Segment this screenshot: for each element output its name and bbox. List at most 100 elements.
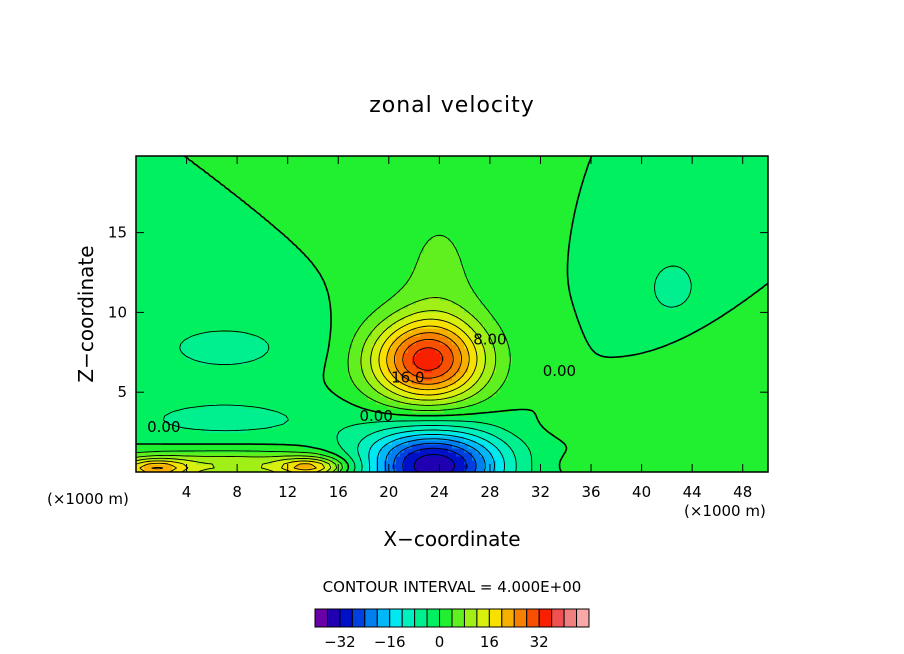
field-cell	[468, 404, 473, 409]
field-cell	[568, 428, 573, 433]
field-cell	[252, 436, 257, 441]
field-cell	[472, 428, 477, 433]
field-cell	[296, 372, 301, 377]
field-cell	[592, 392, 597, 397]
field-cell	[148, 448, 153, 453]
field-cell	[468, 344, 473, 349]
field-cell	[644, 364, 649, 369]
field-cell	[636, 356, 641, 361]
field-cell	[552, 428, 557, 433]
field-cell	[668, 368, 673, 373]
field-cell	[444, 408, 449, 413]
field-cell	[728, 360, 733, 365]
field-cell	[424, 380, 429, 385]
field-cell	[616, 396, 621, 401]
field-cell	[760, 456, 765, 461]
field-cell	[736, 468, 741, 472]
field-cell	[548, 400, 553, 405]
field-cell	[344, 408, 349, 413]
field-cell	[604, 404, 609, 409]
field-cell	[644, 456, 649, 461]
field-cell	[140, 420, 145, 425]
field-cell	[736, 436, 741, 441]
field-cell	[608, 440, 613, 445]
field-cell	[672, 400, 677, 405]
field-cell	[316, 440, 321, 445]
field-cell	[192, 420, 197, 425]
field-cell	[724, 348, 729, 353]
field-cell	[620, 392, 625, 397]
field-cell	[608, 404, 613, 409]
field-cell	[700, 372, 705, 377]
field-cell	[320, 440, 325, 445]
field-cell	[264, 364, 269, 369]
field-cell	[428, 448, 433, 453]
field-cell	[644, 432, 649, 437]
field-cell	[432, 420, 437, 425]
field-cell	[432, 440, 437, 445]
field-cell	[696, 452, 701, 457]
field-cell	[668, 464, 673, 469]
field-cell	[244, 400, 249, 405]
field-cell	[168, 408, 173, 413]
field-cell	[712, 384, 717, 389]
field-cell	[360, 448, 365, 453]
field-cell	[452, 440, 457, 445]
field-cell	[560, 400, 565, 405]
field-cell	[748, 396, 753, 401]
field-cell	[296, 464, 301, 469]
field-cell	[628, 372, 633, 377]
field-cell	[272, 448, 277, 453]
field-cell	[596, 456, 601, 461]
field-cell	[320, 452, 325, 457]
field-cell	[624, 372, 629, 377]
field-cell	[328, 376, 333, 381]
field-cell	[148, 432, 153, 437]
field-cell	[524, 344, 529, 349]
field-cell	[392, 380, 397, 385]
field-cell	[580, 428, 585, 433]
field-cell	[704, 428, 709, 433]
field-cell	[356, 356, 361, 361]
field-cell	[548, 468, 553, 472]
field-cell	[432, 400, 437, 405]
field-cell	[724, 444, 729, 449]
field-cell	[524, 360, 529, 365]
field-cell	[508, 448, 513, 453]
field-cell	[452, 368, 457, 373]
field-cell	[304, 424, 309, 429]
field-cell	[584, 448, 589, 453]
field-cell	[424, 356, 429, 361]
field-cell	[504, 396, 509, 401]
field-cell	[372, 404, 377, 409]
field-cell	[684, 400, 689, 405]
field-cell	[292, 352, 297, 357]
field-cell	[472, 372, 477, 377]
field-cell	[604, 356, 609, 361]
field-cell	[712, 460, 717, 465]
field-cell	[588, 420, 593, 425]
field-cell	[664, 364, 669, 369]
field-cell	[544, 444, 549, 449]
field-cell	[568, 360, 573, 365]
field-cell	[652, 460, 657, 465]
field-cell	[204, 448, 209, 453]
field-cell	[408, 384, 413, 389]
field-cell	[556, 408, 561, 413]
field-cell	[432, 468, 437, 472]
field-cell	[440, 416, 445, 421]
field-cell	[628, 412, 633, 417]
field-cell	[172, 388, 177, 393]
field-cell	[704, 432, 709, 437]
field-cell	[648, 352, 653, 357]
field-cell	[656, 424, 661, 429]
field-cell	[492, 376, 497, 381]
field-cell	[212, 372, 217, 377]
field-cell	[444, 468, 449, 472]
field-cell	[536, 368, 541, 373]
field-cell	[260, 436, 265, 441]
field-cell	[336, 376, 341, 381]
field-cell	[412, 420, 417, 425]
field-cell	[296, 448, 301, 453]
